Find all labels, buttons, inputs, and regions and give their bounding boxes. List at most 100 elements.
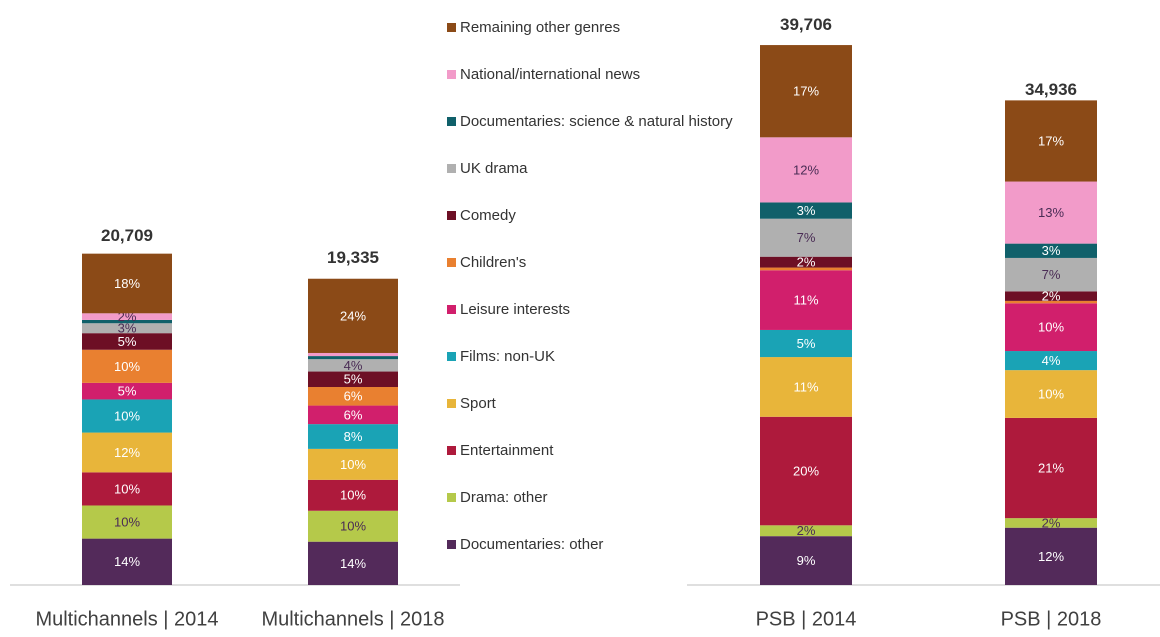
data-label: 10%: [340, 519, 366, 534]
legend-label: Entertainment: [460, 442, 554, 459]
bar-segment: [1005, 243, 1097, 258]
data-label: 2%: [1042, 289, 1061, 304]
data-label: 10%: [1038, 320, 1064, 335]
data-label: 10%: [1038, 386, 1064, 401]
data-label: 5%: [118, 334, 137, 349]
bar-segment: [760, 270, 852, 330]
bar-segment: [760, 416, 852, 526]
data-label: 18%: [114, 276, 140, 291]
legend-label: National/international news: [460, 66, 641, 83]
legend-item: Remaining other genres: [447, 16, 737, 39]
data-label: 10%: [340, 457, 366, 472]
bar-segment: [82, 538, 172, 585]
legend-label: Documentaries: other: [460, 536, 604, 553]
legend-swatch: [447, 352, 456, 361]
legend-label: Films: non-UK: [460, 348, 556, 365]
bar-segment: [760, 202, 852, 219]
bar-segment: [308, 510, 398, 542]
bar-segment: [760, 137, 852, 203]
bar-segment: [1005, 291, 1097, 301]
data-label: 17%: [1038, 133, 1064, 148]
bar-segment: [82, 333, 172, 350]
legend-swatch: [447, 446, 456, 455]
legend-swatch: [447, 211, 456, 220]
data-label: 7%: [1042, 267, 1061, 282]
legend-swatch: [447, 23, 456, 32]
x-tick-label: PSB | 2014: [756, 608, 857, 630]
legend-swatch: [447, 117, 456, 126]
legend-label: Comedy: [460, 207, 516, 224]
data-label: 10%: [340, 488, 366, 503]
data-label: 4%: [344, 358, 363, 373]
legend-item: Documentaries: other: [447, 533, 737, 556]
bar-segment: [82, 382, 172, 400]
bar-segment: [308, 387, 398, 406]
data-label: 3%: [1042, 243, 1061, 258]
total-label: 39,706: [780, 15, 832, 34]
legend-swatch: [447, 493, 456, 502]
data-label: 6%: [344, 407, 363, 422]
legend-label: Documentaries: science & natural history: [460, 113, 733, 130]
legend-item: National/international news: [447, 63, 737, 86]
bar-segment: [760, 218, 852, 257]
data-label: 17%: [793, 84, 819, 99]
legend-label: Remaining other genres: [460, 19, 621, 36]
bar-segment: [82, 313, 172, 320]
data-label: 10%: [114, 408, 140, 423]
legend-swatch: [447, 540, 456, 549]
legend-swatch: [447, 399, 456, 408]
legend-item: Drama: other: [447, 486, 737, 509]
bar-segment: [760, 267, 852, 271]
legend-swatch: [447, 305, 456, 314]
legend-label: Sport: [460, 395, 496, 412]
data-label: 21%: [1038, 460, 1064, 475]
total-label: 19,335: [327, 248, 379, 267]
data-label: 4%: [1042, 353, 1061, 368]
data-label: 3%: [118, 321, 137, 336]
data-label: 13%: [1038, 205, 1064, 220]
bar-segment: [308, 278, 398, 353]
bar-segment: [308, 541, 398, 585]
legend-item: Comedy: [447, 204, 737, 227]
data-label: 6%: [344, 389, 363, 404]
legend-label: Drama: other: [460, 489, 548, 506]
x-tick-label: Multichannels | 2018: [261, 608, 444, 630]
data-label: 20%: [793, 463, 819, 478]
bar-segment: [82, 349, 172, 383]
data-label: 14%: [114, 554, 140, 569]
bar-segment: [82, 319, 172, 324]
bar-segment: [760, 525, 852, 537]
legend-label: UK drama: [460, 160, 528, 177]
data-label: 10%: [114, 514, 140, 529]
bar-segment: [82, 505, 172, 539]
data-label: 7%: [797, 230, 816, 245]
bar-segment: [760, 536, 852, 585]
data-label: 10%: [114, 481, 140, 496]
bar-segment: [1005, 257, 1097, 292]
data-label: 12%: [114, 445, 140, 460]
legend-swatch: [447, 258, 456, 267]
bar-segment: [1005, 527, 1097, 585]
bar-segment: [760, 329, 852, 358]
data-label: 12%: [1038, 549, 1064, 564]
bar-segment: [760, 357, 852, 417]
data-label: 9%: [797, 553, 816, 568]
bar-segment: [760, 256, 852, 268]
data-label: 5%: [118, 384, 137, 399]
legend-swatch: [447, 164, 456, 173]
data-label: 2%: [1042, 515, 1061, 530]
legend-item: Entertainment: [447, 439, 737, 462]
bar-segment: [1005, 181, 1097, 244]
x-tick-label: Multichannels | 2014: [35, 608, 218, 630]
legend-item: Documentaries: science & natural history: [447, 110, 737, 133]
data-label: 5%: [797, 336, 816, 351]
bar-segment: [308, 371, 398, 388]
bar-segment: [308, 405, 398, 425]
bar-segment: [308, 448, 398, 480]
legend-item: Films: non-UK: [447, 345, 737, 368]
bar-segment: [82, 399, 172, 433]
total-label: 20,709: [101, 226, 153, 245]
data-label: 10%: [114, 359, 140, 374]
